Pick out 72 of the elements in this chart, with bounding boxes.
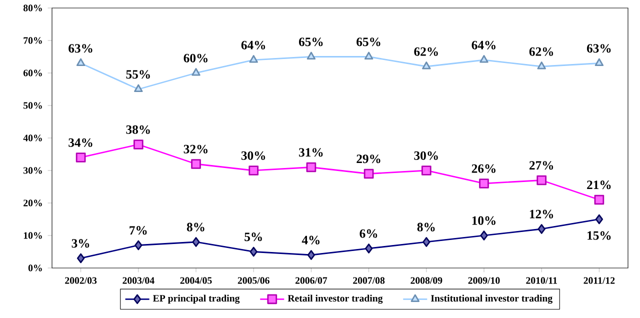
data-label: 64% [241,40,266,50]
x-tick-label: 2008/09 [410,277,442,284]
data-label: 26% [472,164,496,173]
x-tick-label: 2003/04 [122,277,154,284]
data-label: 8% [417,222,435,232]
point [76,253,85,264]
data-label: 65% [298,38,323,46]
x-tick-label: 2011/12 [584,277,615,284]
point [134,84,143,92]
y-tick-label: 40% [23,134,42,142]
data-label: 30% [414,151,438,160]
y-tick-label: 20% [24,200,42,206]
data-label: 4% [302,236,320,244]
point [480,55,488,63]
y-tick-label: 30% [24,167,42,174]
point [538,224,546,234]
x-tick-label: 2006/07 [295,277,328,284]
y-tick-label: 0% [28,264,42,272]
y-tick-label: 10% [24,232,42,239]
y-tick-label: 70% [24,37,42,44]
data-label: 7% [130,226,147,235]
x-tick-label: 2004/05 [180,277,212,284]
data-label: 21% [587,180,611,190]
data-label: 60% [184,54,208,62]
x-tick-label: 2005/06 [238,277,270,284]
data-label: 64% [472,40,496,50]
point [422,237,430,247]
data-label: 3% [72,239,90,248]
point [134,240,142,250]
data-label: 34% [68,138,92,147]
data-label: 63% [68,44,92,53]
point [422,62,431,70]
point [250,246,258,257]
data-label: 30% [241,151,266,160]
x-tick-label: 2002/03 [65,277,97,284]
y-tick-label: 50% [24,102,42,109]
data-label: 62% [414,47,438,56]
x-tick-label: 2007/08 [353,277,385,284]
point [364,244,373,254]
data-label: 31% [299,148,323,157]
point [192,237,200,247]
data-label: 65% [356,38,380,46]
x-tick-label: 2009/10 [468,277,500,284]
point [192,68,200,76]
point [307,250,316,260]
data-label: 6% [360,229,378,238]
data-label: 15% [588,231,611,240]
data-label: 55% [126,70,150,79]
y-tick-label: 80% [23,4,42,12]
data-label: 8% [186,222,204,232]
legend-label: EP principal trading [152,294,240,304]
point [76,58,86,66]
point [364,52,374,60]
data-label: 38% [126,125,150,134]
data-label: 12% [530,210,554,218]
point [595,214,604,224]
data-label: 63% [586,44,611,53]
point [249,55,258,63]
data-label: 10% [472,216,496,225]
point [306,52,316,60]
data-label: 32% [184,144,208,154]
legend-label: Retail investor trading [288,294,383,304]
x-tick-label: 2010/11 [526,277,557,284]
point [594,58,604,66]
point [537,62,546,70]
data-label: 27% [529,161,554,170]
legend-label: Institutional investor trading [430,294,552,304]
data-label: 62% [529,47,554,56]
y-tick-label: 60% [23,70,42,76]
data-label: 29% [356,154,380,164]
data-label: 5% [244,232,262,242]
point [480,230,488,240]
